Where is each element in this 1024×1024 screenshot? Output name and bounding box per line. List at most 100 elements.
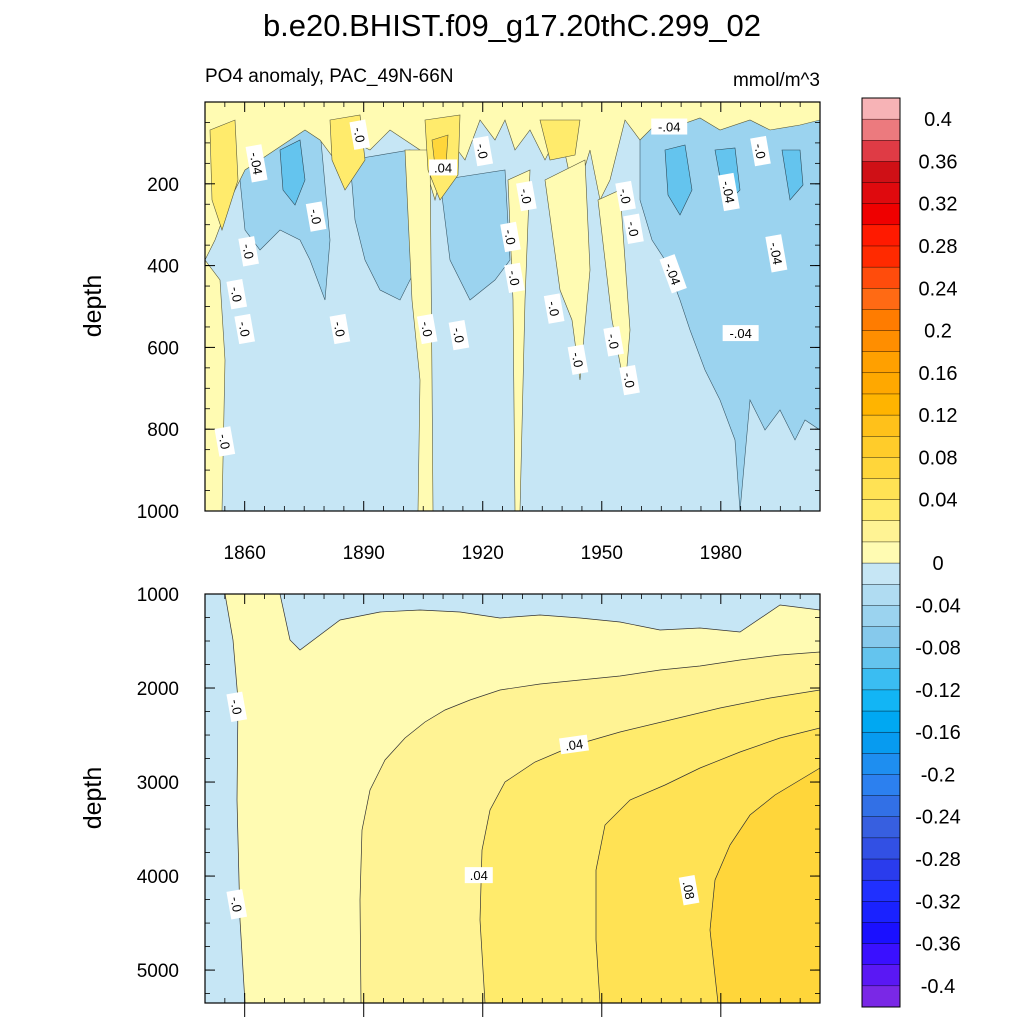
upper-contour-label: -.0 — [500, 221, 521, 253]
contour-label-background — [678, 874, 700, 906]
upper-contour-label: -.04 — [651, 118, 688, 135]
colorbar: 0.4 0.36 0.32 0.28 0.24 0.2 0.16 0.12 0.08 0.04 0 -… — [861, 97, 961, 1008]
upper-contour-label: -.04 — [717, 172, 740, 212]
upper-contour-label: -.0 — [567, 344, 589, 375]
upper-contour-label: -.0 — [448, 319, 470, 351]
upper-negative-core-1 — [279, 139, 306, 206]
upper-contour-label: -.04 — [722, 325, 759, 342]
upper-contour-label: -.0 — [238, 236, 259, 267]
contour-label-background — [516, 180, 537, 212]
upper-negative-band-mid3 — [439, 169, 511, 301]
contour-label-text: -.04 — [719, 180, 738, 205]
contour-label-background — [416, 313, 438, 345]
contour-label-text: .04 — [564, 736, 584, 753]
colorbar-cell — [861, 816, 901, 839]
colorbar-cell — [861, 753, 901, 775]
upper-y-tick-label: 800 — [147, 420, 179, 441]
lower-y-tick-label: 1000 — [137, 585, 179, 606]
contour-label-text: -.0 — [616, 187, 633, 205]
colorbar-labels: 0.4 0.36 0.32 0.28 0.24 0.2 0.16 0.12 0.08 0.04 0 -… — [915, 109, 961, 998]
upper-positive-plume-2 — [404, 149, 434, 511]
colorbar-cell — [861, 436, 901, 458]
colorbar-label: 0.28 — [919, 236, 958, 258]
contour-label-background — [603, 326, 624, 357]
colorbar-label: -0.36 — [915, 934, 961, 956]
colorbar-cell — [861, 584, 901, 606]
contour-label-background — [464, 867, 493, 884]
contour-label-background — [245, 144, 268, 183]
lower-panel-ticks: 1000 2000 3000 4000 5000 — [137, 585, 820, 1017]
colorbar-label: 0.08 — [919, 447, 958, 469]
contour-label-background — [543, 293, 565, 324]
upper-contour-label: -.0 — [750, 135, 771, 167]
lower-y-axis-label: depth — [79, 767, 107, 830]
upper-contour-label: -.0 — [623, 213, 644, 244]
contour-label-text: -.04 — [729, 326, 751, 341]
colorbar-cells — [861, 97, 901, 1008]
colorbar-label: -0.4 — [921, 976, 955, 998]
colorbar-cell — [861, 182, 901, 205]
contour-label-background — [305, 201, 327, 232]
lower-y-tick-label: 2000 — [137, 679, 179, 700]
colorbar-cell — [861, 689, 901, 712]
colorbar-cell — [861, 943, 901, 966]
contour-label-text: -.04 — [658, 120, 680, 135]
colorbar-cell — [861, 837, 901, 860]
upper-positive-plume-3 — [507, 169, 531, 511]
upper-y-axis-label: depth — [79, 275, 107, 338]
x-tick-label: 1980 — [700, 543, 742, 564]
upper-contour-label: -.04 — [245, 144, 268, 183]
colorbar-cell — [861, 774, 901, 797]
colorbar-label: 0.12 — [919, 405, 958, 427]
lower-y-tick-label: 5000 — [137, 961, 179, 982]
lower-y-tick-label: 3000 — [137, 773, 179, 794]
upper-contour-label: -.0 — [504, 262, 525, 294]
upper-positive-core-4 — [539, 119, 581, 161]
colorbar-cell — [861, 309, 901, 332]
x-tick-label: 1890 — [343, 543, 385, 564]
colorbar-label: -0.04 — [915, 595, 961, 617]
contour-label-text: -.04 — [247, 151, 266, 176]
colorbar-label: -0.28 — [915, 849, 961, 871]
colorbar-cell — [861, 245, 901, 268]
colorbar-label: 0.2 — [924, 321, 952, 343]
contour-label-background — [504, 262, 525, 294]
upper-y-tick-label: 400 — [147, 257, 179, 278]
colorbar-cell — [861, 731, 901, 754]
x-tick-label: 1860 — [224, 543, 266, 564]
upper-negative-core-4 — [781, 149, 804, 201]
lower-contour-label: .04 — [464, 867, 493, 884]
colorbar-cell — [861, 562, 901, 585]
contour-label-text: .08 — [680, 880, 698, 900]
upper-panel: 1860 1890 1920 1950 1980 200 400 600 800 1000 -.0… — [79, 101, 821, 564]
colorbar-label: -0.24 — [915, 807, 961, 829]
colorbar-label: 0.4 — [924, 109, 952, 131]
colorbar-cell — [861, 330, 901, 353]
colorbar-label: -0.16 — [915, 722, 961, 744]
colorbar-cell — [861, 118, 901, 141]
upper-contour-label: -.0 — [543, 293, 565, 324]
upper-contour-label: -.0 — [234, 313, 255, 345]
contour-label-background — [567, 344, 589, 375]
upper-panel-ticks: 1860 1890 1920 1950 1980 200 400 600 800 1000 — [137, 101, 820, 564]
contour-label-background — [234, 313, 255, 345]
colorbar-label: -0.2 — [921, 764, 955, 786]
upper-contour-label: -.0 — [416, 313, 438, 345]
contour-label-background — [472, 135, 494, 167]
contour-label-text: -.04 — [662, 261, 684, 287]
contour-label-text: -.0 — [228, 896, 245, 914]
lower-contour-label: .08 — [678, 874, 700, 906]
upper-positive-plume-4 — [544, 159, 591, 381]
colorbar-cell — [861, 710, 901, 733]
upper-panel-contour-labels: -.04-.0.04-.0-.04-.04-.0-.0-.0-.0-.0 -.0-… — [214, 118, 788, 457]
contour-label-text: -.0 — [474, 142, 491, 160]
upper-contour-label: -.0 — [516, 180, 537, 212]
upper-positive-core-1 — [209, 119, 239, 231]
colorbar-cell — [861, 901, 901, 923]
upper-contour-label: -.0 — [615, 180, 636, 212]
upper-contour-label: -.0 — [214, 426, 236, 457]
colorbar-cell — [861, 372, 901, 395]
lower-contour-band-008b — [709, 767, 820, 1003]
contour-label-background — [238, 236, 259, 267]
